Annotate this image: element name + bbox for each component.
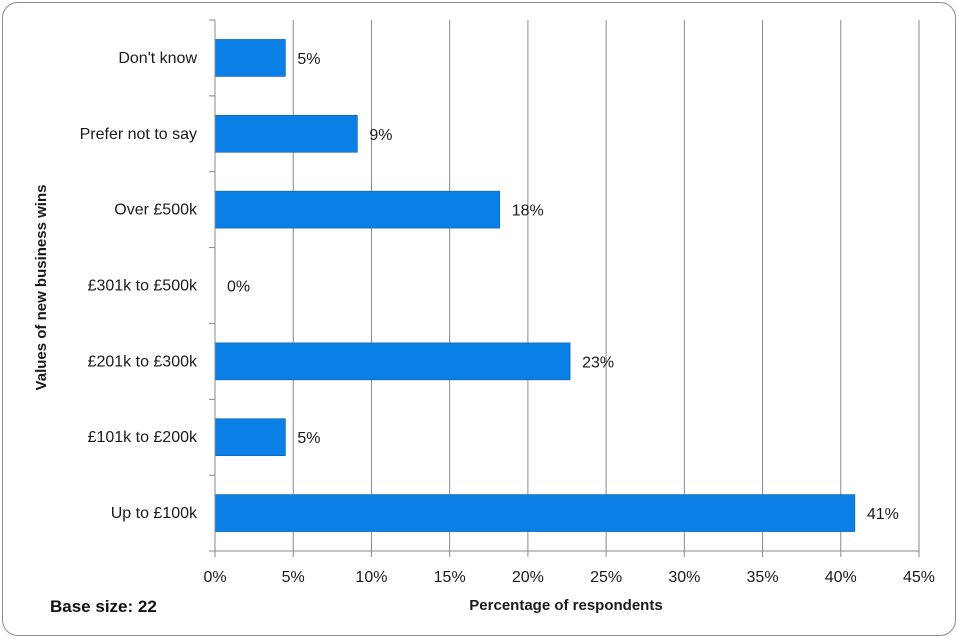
data-label: 0% — [227, 279, 250, 296]
data-label: 5% — [297, 51, 320, 68]
x-axis-title: Percentage of respondents — [469, 597, 662, 614]
bar — [214, 418, 286, 457]
y-axis-title: Values of new business wins — [33, 185, 50, 391]
category-label: Up to £100k — [111, 505, 198, 522]
x-tick-label: 35% — [747, 569, 779, 586]
category-label: £301k to £500k — [88, 278, 198, 295]
bar — [214, 494, 856, 532]
x-tick-label: 25% — [590, 569, 622, 586]
bar — [214, 39, 286, 77]
category-label: Over £500k — [114, 202, 198, 219]
category-label: £201k to £300k — [88, 353, 198, 370]
x-tick-label: 0% — [203, 569, 226, 586]
data-label: 41% — [867, 506, 899, 523]
x-tick-label: 15% — [434, 569, 466, 586]
category-label: £101k to £200k — [88, 429, 198, 446]
x-tick-label: 40% — [825, 569, 857, 586]
x-tick-label: 20% — [512, 569, 544, 586]
category-label: Prefer not to say — [80, 126, 197, 143]
bar — [214, 190, 501, 229]
data-label: 18% — [512, 203, 544, 220]
x-tick-label: 45% — [903, 569, 935, 586]
data-label: 9% — [369, 127, 392, 144]
data-label: 23% — [582, 354, 614, 371]
x-tick-label: 30% — [668, 569, 700, 586]
x-tick-label: 5% — [282, 569, 305, 586]
bar — [214, 114, 358, 153]
x-tick-label: 10% — [355, 569, 387, 586]
bar — [214, 342, 571, 381]
category-label: Don't know — [118, 50, 197, 67]
base-size-note: Base size: 22 — [50, 597, 157, 616]
data-label: 5% — [297, 430, 320, 447]
